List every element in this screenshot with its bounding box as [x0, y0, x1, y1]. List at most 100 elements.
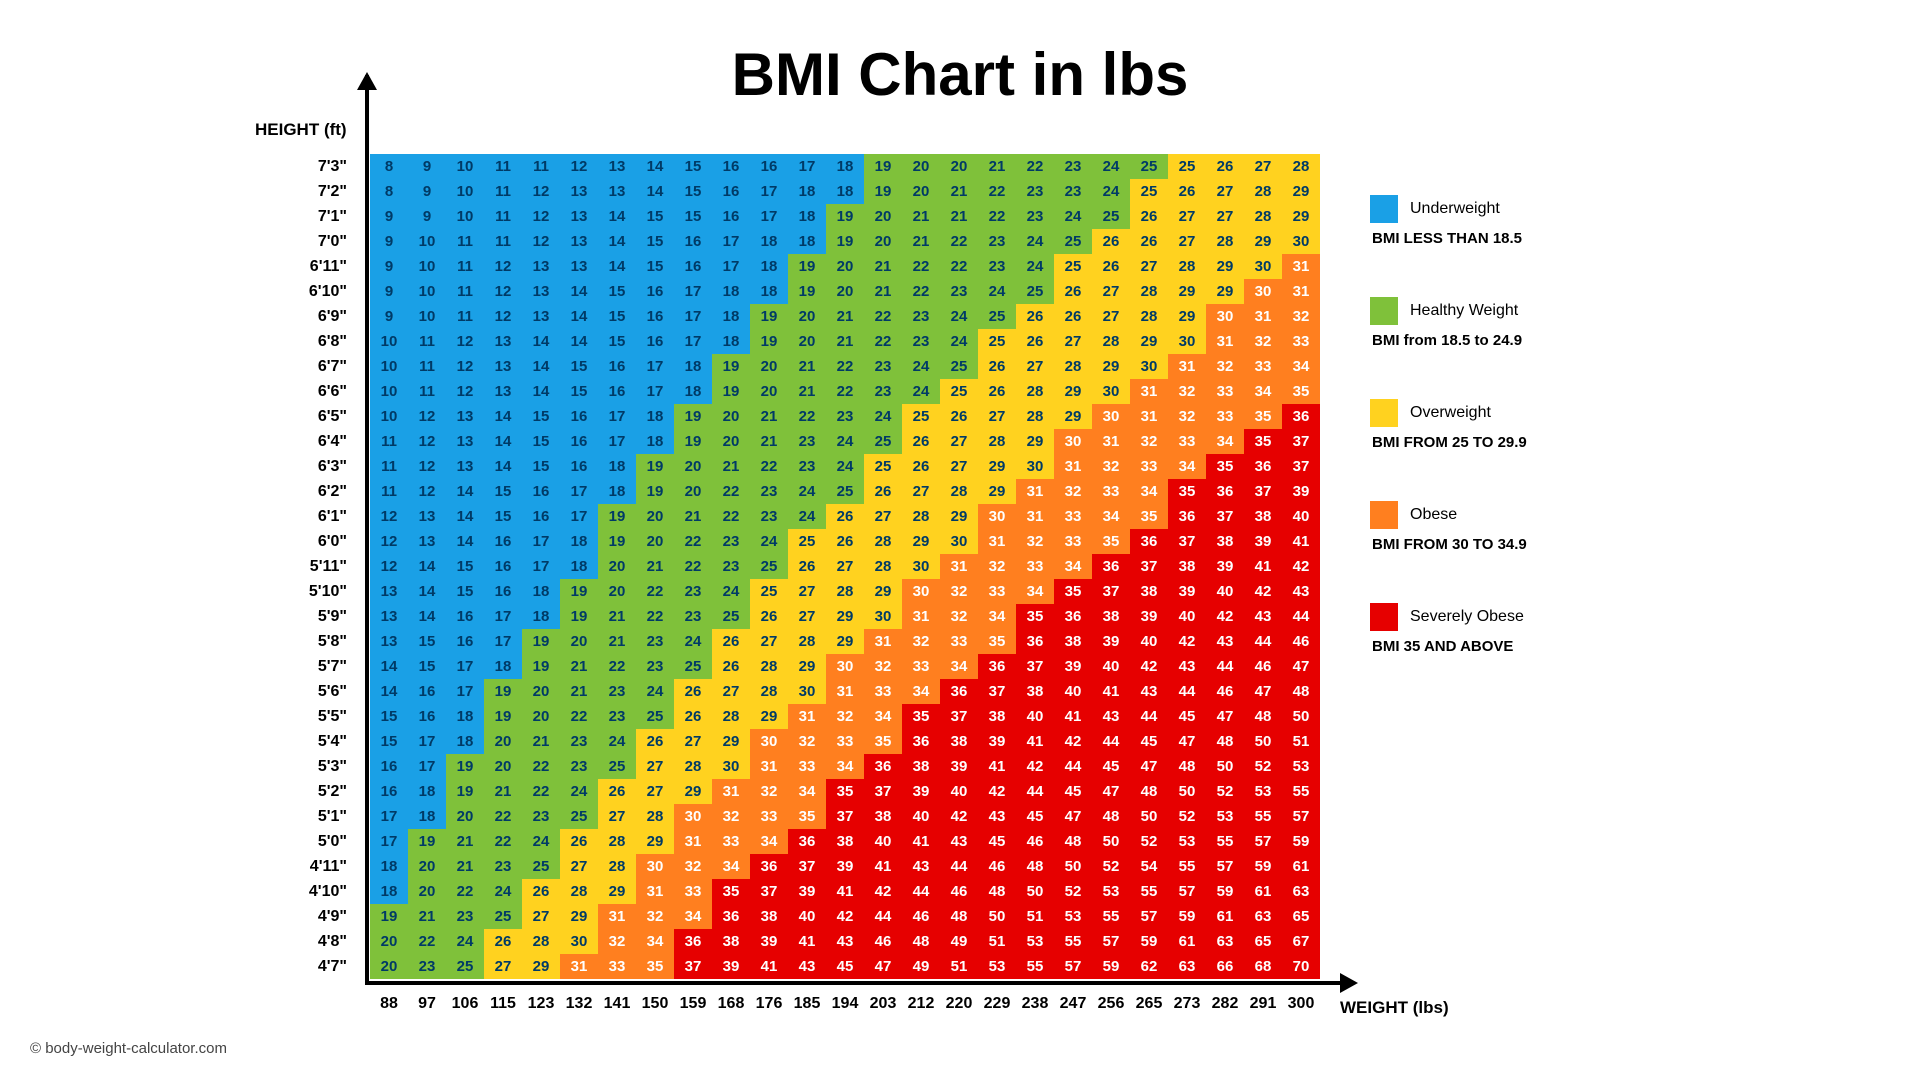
weight-label: 265 [1130, 995, 1168, 1013]
bmi-cell: 27 [864, 504, 902, 529]
legend-swatch [1370, 297, 1398, 325]
bmi-cell: 14 [408, 579, 446, 604]
bmi-cell: 30 [864, 604, 902, 629]
bmi-cell: 19 [484, 679, 522, 704]
bmi-cell: 65 [1282, 904, 1320, 929]
bmi-cell: 31 [674, 829, 712, 854]
bmi-cell: 51 [978, 929, 1016, 954]
bmi-cell: 12 [522, 229, 560, 254]
bmi-cell: 20 [408, 879, 446, 904]
bmi-cell: 31 [598, 904, 636, 929]
bmi-cell: 40 [940, 779, 978, 804]
bmi-cell: 30 [1168, 329, 1206, 354]
bmi-cell: 23 [408, 954, 446, 979]
bmi-cell: 16 [408, 679, 446, 704]
bmi-cell: 39 [940, 754, 978, 779]
bmi-cell: 21 [446, 829, 484, 854]
bmi-cell: 12 [522, 204, 560, 229]
grid-row: 9101112131415161718181920212223242526272… [370, 279, 1320, 304]
bmi-cell: 32 [1206, 354, 1244, 379]
bmi-cell: 32 [674, 854, 712, 879]
bmi-cell: 44 [1244, 629, 1282, 654]
bmi-cell: 20 [864, 204, 902, 229]
bmi-cell: 35 [1168, 479, 1206, 504]
bmi-cell: 19 [446, 779, 484, 804]
bmi-cell: 28 [598, 829, 636, 854]
bmi-cell: 12 [446, 354, 484, 379]
bmi-cell: 48 [1244, 704, 1282, 729]
bmi-cell: 11 [446, 229, 484, 254]
bmi-cell: 24 [940, 304, 978, 329]
bmi-cell: 36 [1282, 404, 1320, 429]
bmi-cell: 27 [1092, 304, 1130, 329]
height-label: 6'2" [255, 479, 355, 504]
bmi-cell: 11 [408, 379, 446, 404]
bmi-cell: 32 [1016, 529, 1054, 554]
bmi-cell: 18 [560, 529, 598, 554]
bmi-cell: 50 [978, 904, 1016, 929]
bmi-cell: 38 [1168, 554, 1206, 579]
bmi-cell: 24 [522, 829, 560, 854]
bmi-cell: 31 [1016, 479, 1054, 504]
bmi-cell: 17 [788, 154, 826, 179]
bmi-cell: 52 [1054, 879, 1092, 904]
bmi-cell: 19 [522, 654, 560, 679]
bmi-cell: 23 [446, 904, 484, 929]
bmi-cell: 24 [674, 629, 712, 654]
bmi-cell: 33 [1206, 379, 1244, 404]
bmi-cell: 28 [788, 629, 826, 654]
bmi-cell: 15 [484, 504, 522, 529]
bmi-cell: 51 [1016, 904, 1054, 929]
bmi-cell: 23 [1016, 204, 1054, 229]
bmi-cell: 32 [940, 604, 978, 629]
grid-row: 1921232527293132343638404244464850515355… [370, 904, 1320, 929]
bmi-cell: 32 [978, 554, 1016, 579]
bmi-cell: 33 [1016, 554, 1054, 579]
bmi-cell: 9 [370, 254, 408, 279]
bmi-cell: 27 [788, 579, 826, 604]
bmi-cell: 47 [1054, 804, 1092, 829]
bmi-cell: 18 [750, 279, 788, 304]
bmi-cell: 12 [446, 329, 484, 354]
bmi-cell: 35 [1244, 404, 1282, 429]
bmi-cell: 29 [674, 779, 712, 804]
bmi-cell: 18 [408, 804, 446, 829]
bmi-cell: 14 [484, 404, 522, 429]
height-label: 6'3" [255, 454, 355, 479]
bmi-cell: 20 [636, 529, 674, 554]
bmi-cell: 40 [1092, 654, 1130, 679]
bmi-cell: 33 [712, 829, 750, 854]
bmi-cell: 20 [750, 354, 788, 379]
grid-row: 1617192022232527283031333436383941424445… [370, 754, 1320, 779]
bmi-cell: 20 [712, 404, 750, 429]
bmi-cell: 48 [1130, 779, 1168, 804]
bmi-cell: 37 [1282, 429, 1320, 454]
bmi-cell: 26 [1168, 179, 1206, 204]
bmi-cell: 12 [522, 179, 560, 204]
bmi-cell: 41 [1282, 529, 1320, 554]
bmi-cell: 31 [788, 704, 826, 729]
bmi-cell: 20 [484, 729, 522, 754]
bmi-cell: 26 [826, 529, 864, 554]
bmi-heatmap-grid: 8910111112131415161617181920202122232425… [370, 154, 1320, 979]
bmi-cell: 23 [484, 854, 522, 879]
bmi-cell: 22 [674, 529, 712, 554]
bmi-cell: 18 [788, 179, 826, 204]
bmi-cell: 48 [1092, 804, 1130, 829]
bmi-cell: 46 [1206, 679, 1244, 704]
bmi-cell: 11 [522, 154, 560, 179]
bmi-cell: 39 [1092, 629, 1130, 654]
bmi-cell: 14 [636, 179, 674, 204]
bmi-cell: 26 [1016, 329, 1054, 354]
bmi-cell: 30 [750, 729, 788, 754]
height-label: 5'1" [255, 804, 355, 829]
bmi-cell: 27 [750, 629, 788, 654]
bmi-cell: 39 [826, 854, 864, 879]
bmi-cell: 10 [408, 279, 446, 304]
bmi-cell: 47 [1282, 654, 1320, 679]
bmi-cell: 19 [598, 504, 636, 529]
bmi-cell: 22 [636, 604, 674, 629]
bmi-cell: 43 [940, 829, 978, 854]
bmi-cell: 31 [750, 754, 788, 779]
bmi-cell: 20 [864, 229, 902, 254]
